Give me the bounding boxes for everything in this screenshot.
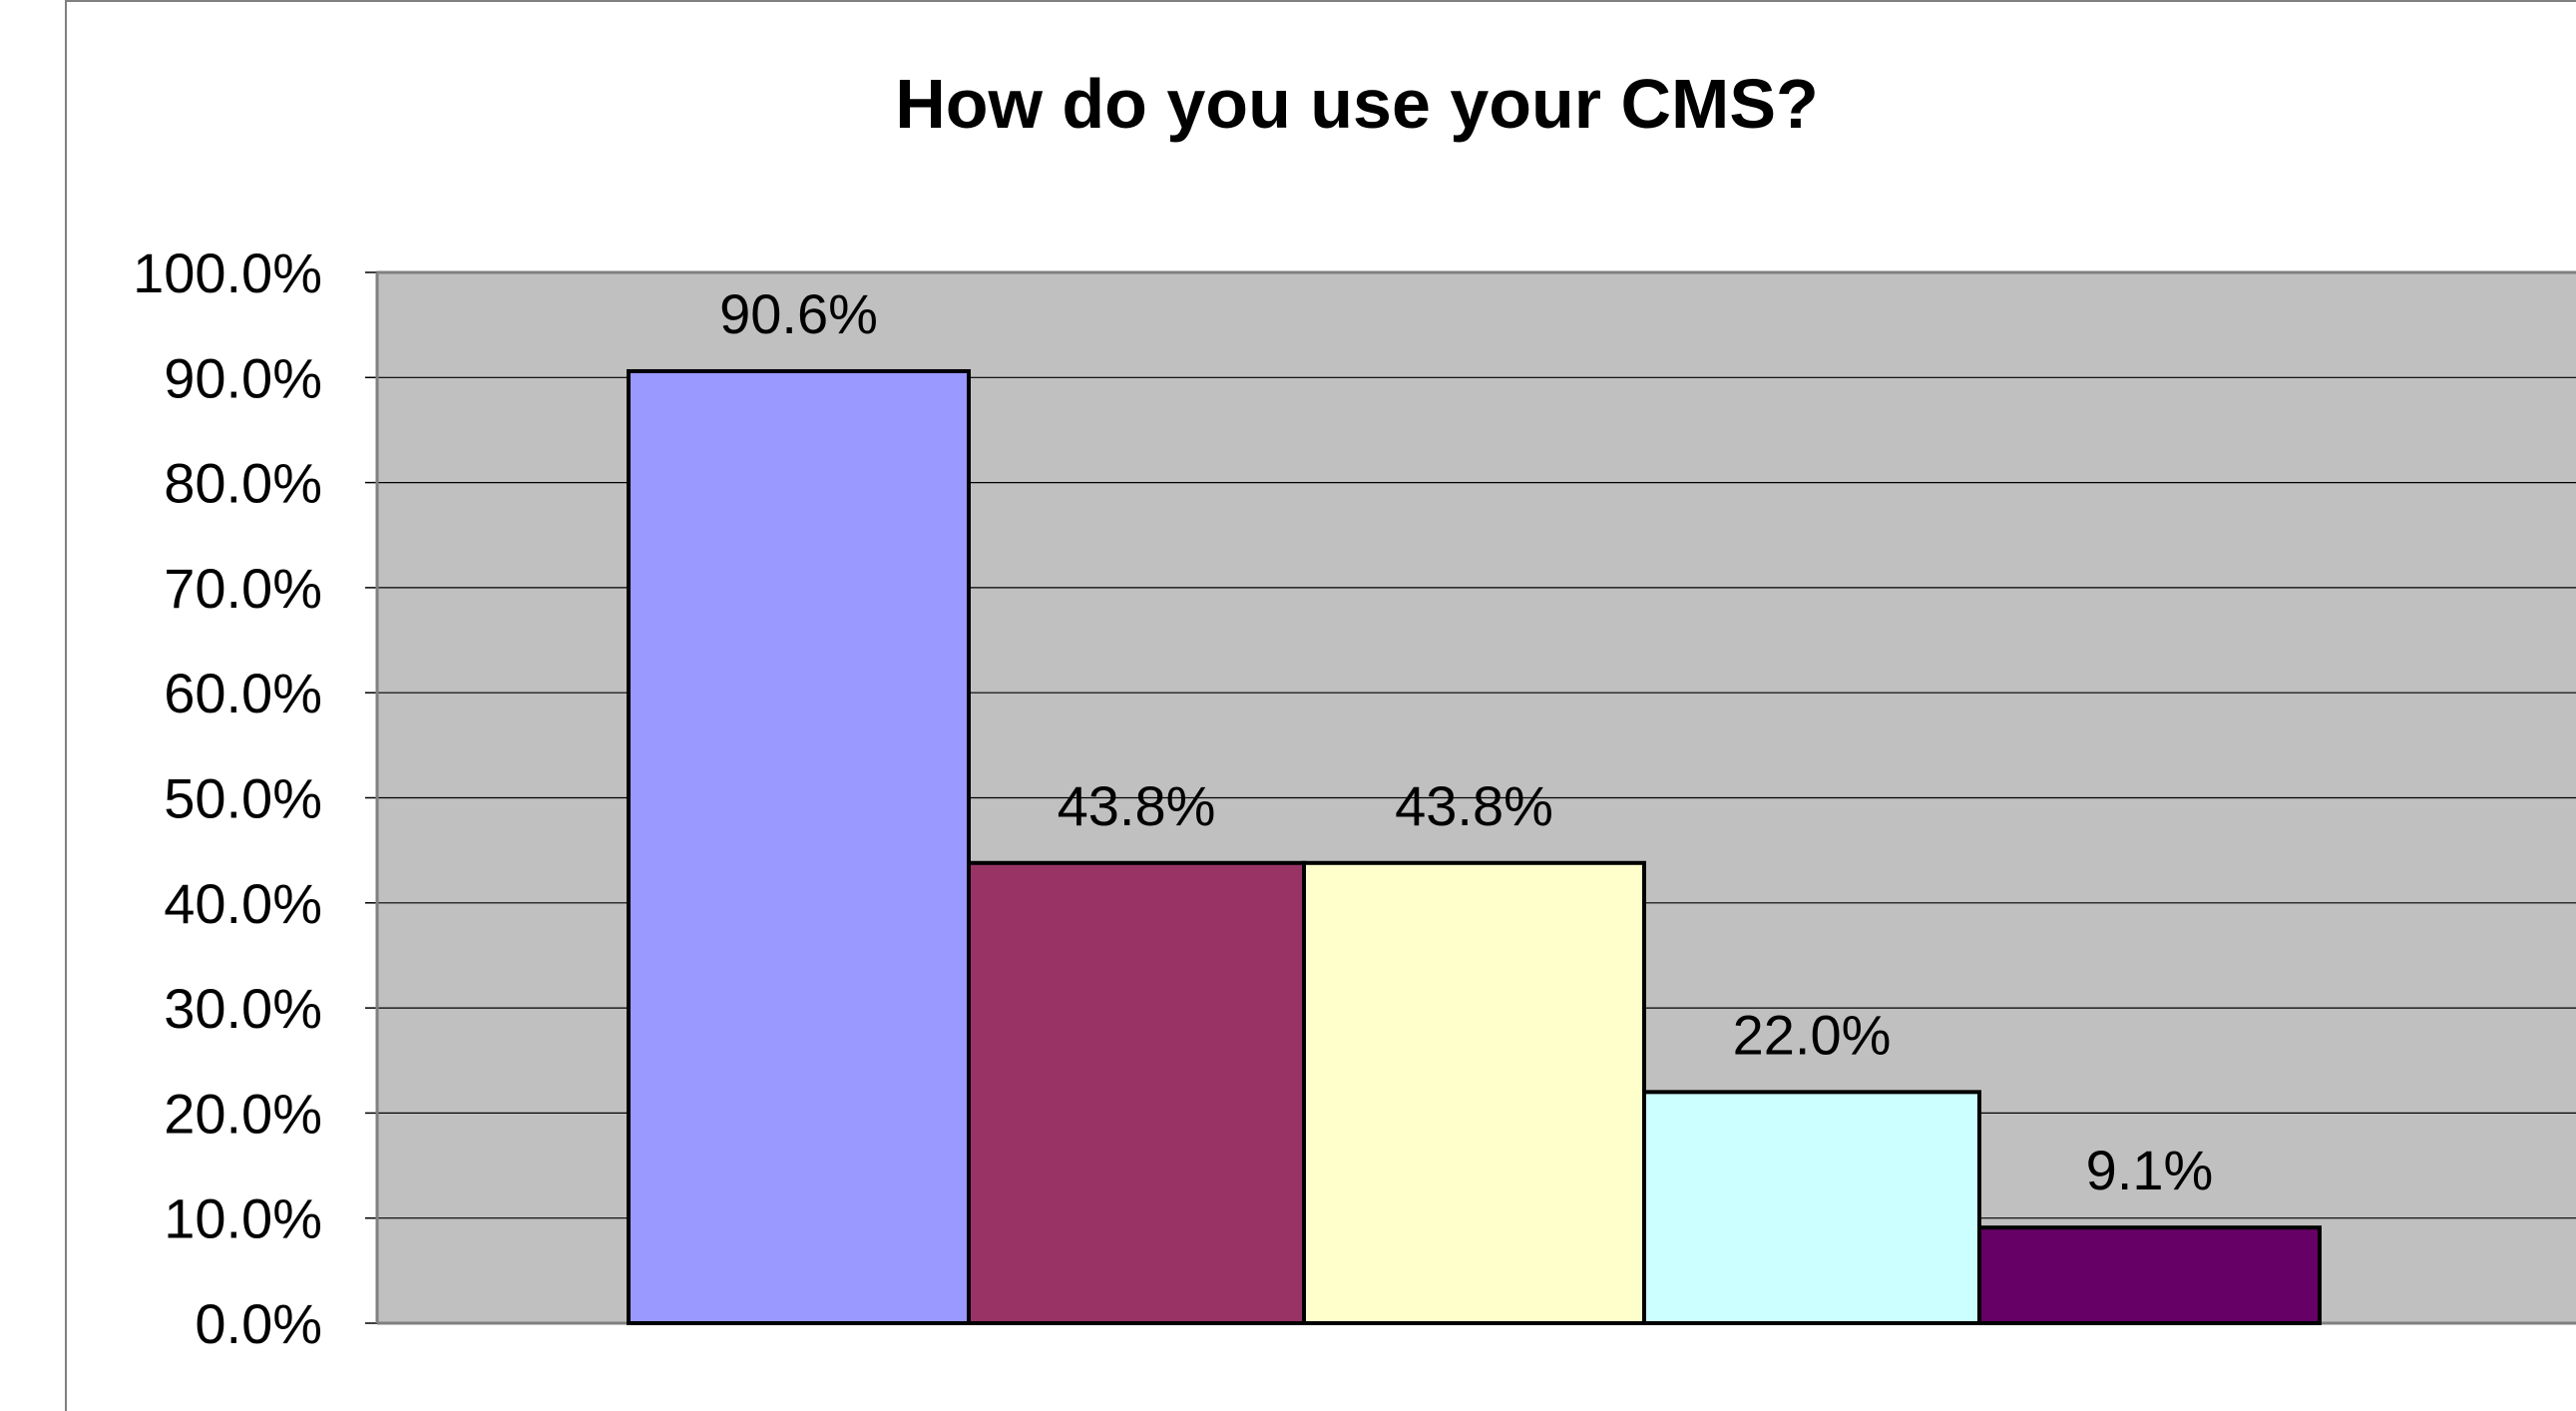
data-label: 43.8%	[1058, 774, 1216, 837]
data-labels: 90.6% 43.8% 43.8% 22.0% 9.1%	[719, 282, 2213, 1201]
chart-title: How do you use your CMS?	[895, 65, 1819, 143]
y-tick-label: 100.0%	[133, 241, 322, 304]
y-tick-label: 50.0%	[164, 767, 322, 830]
y-tick-label: 0.0%	[195, 1292, 322, 1355]
y-axis: 0.0% 10.0% 20.0% 30.0% 40.0% 50.0% 60.0% 70.0% 8…	[133, 241, 2576, 1355]
y-tick-label: 40.0%	[164, 872, 322, 935]
data-label: 9.1%	[2086, 1139, 2214, 1201]
y-tick-label: 20.0%	[164, 1082, 322, 1145]
data-label: 43.8%	[1395, 774, 1553, 837]
y-tick-label: 10.0%	[164, 1187, 322, 1250]
data-label: 22.0%	[1733, 1003, 1892, 1066]
y-tick-label: 60.0%	[164, 662, 322, 724]
bar	[627, 368, 971, 1325]
y-tick-label: 70.0%	[164, 557, 322, 620]
bar	[1642, 1090, 1981, 1325]
bar	[1977, 1225, 2322, 1325]
bars	[627, 368, 2322, 1325]
bar	[967, 860, 1306, 1325]
y-tick-label: 90.0%	[164, 346, 322, 409]
y-tick-label: 30.0%	[164, 977, 322, 1040]
y-tick-label: 80.0%	[164, 452, 322, 515]
data-label: 90.6%	[719, 282, 878, 345]
bar	[1302, 860, 1646, 1325]
